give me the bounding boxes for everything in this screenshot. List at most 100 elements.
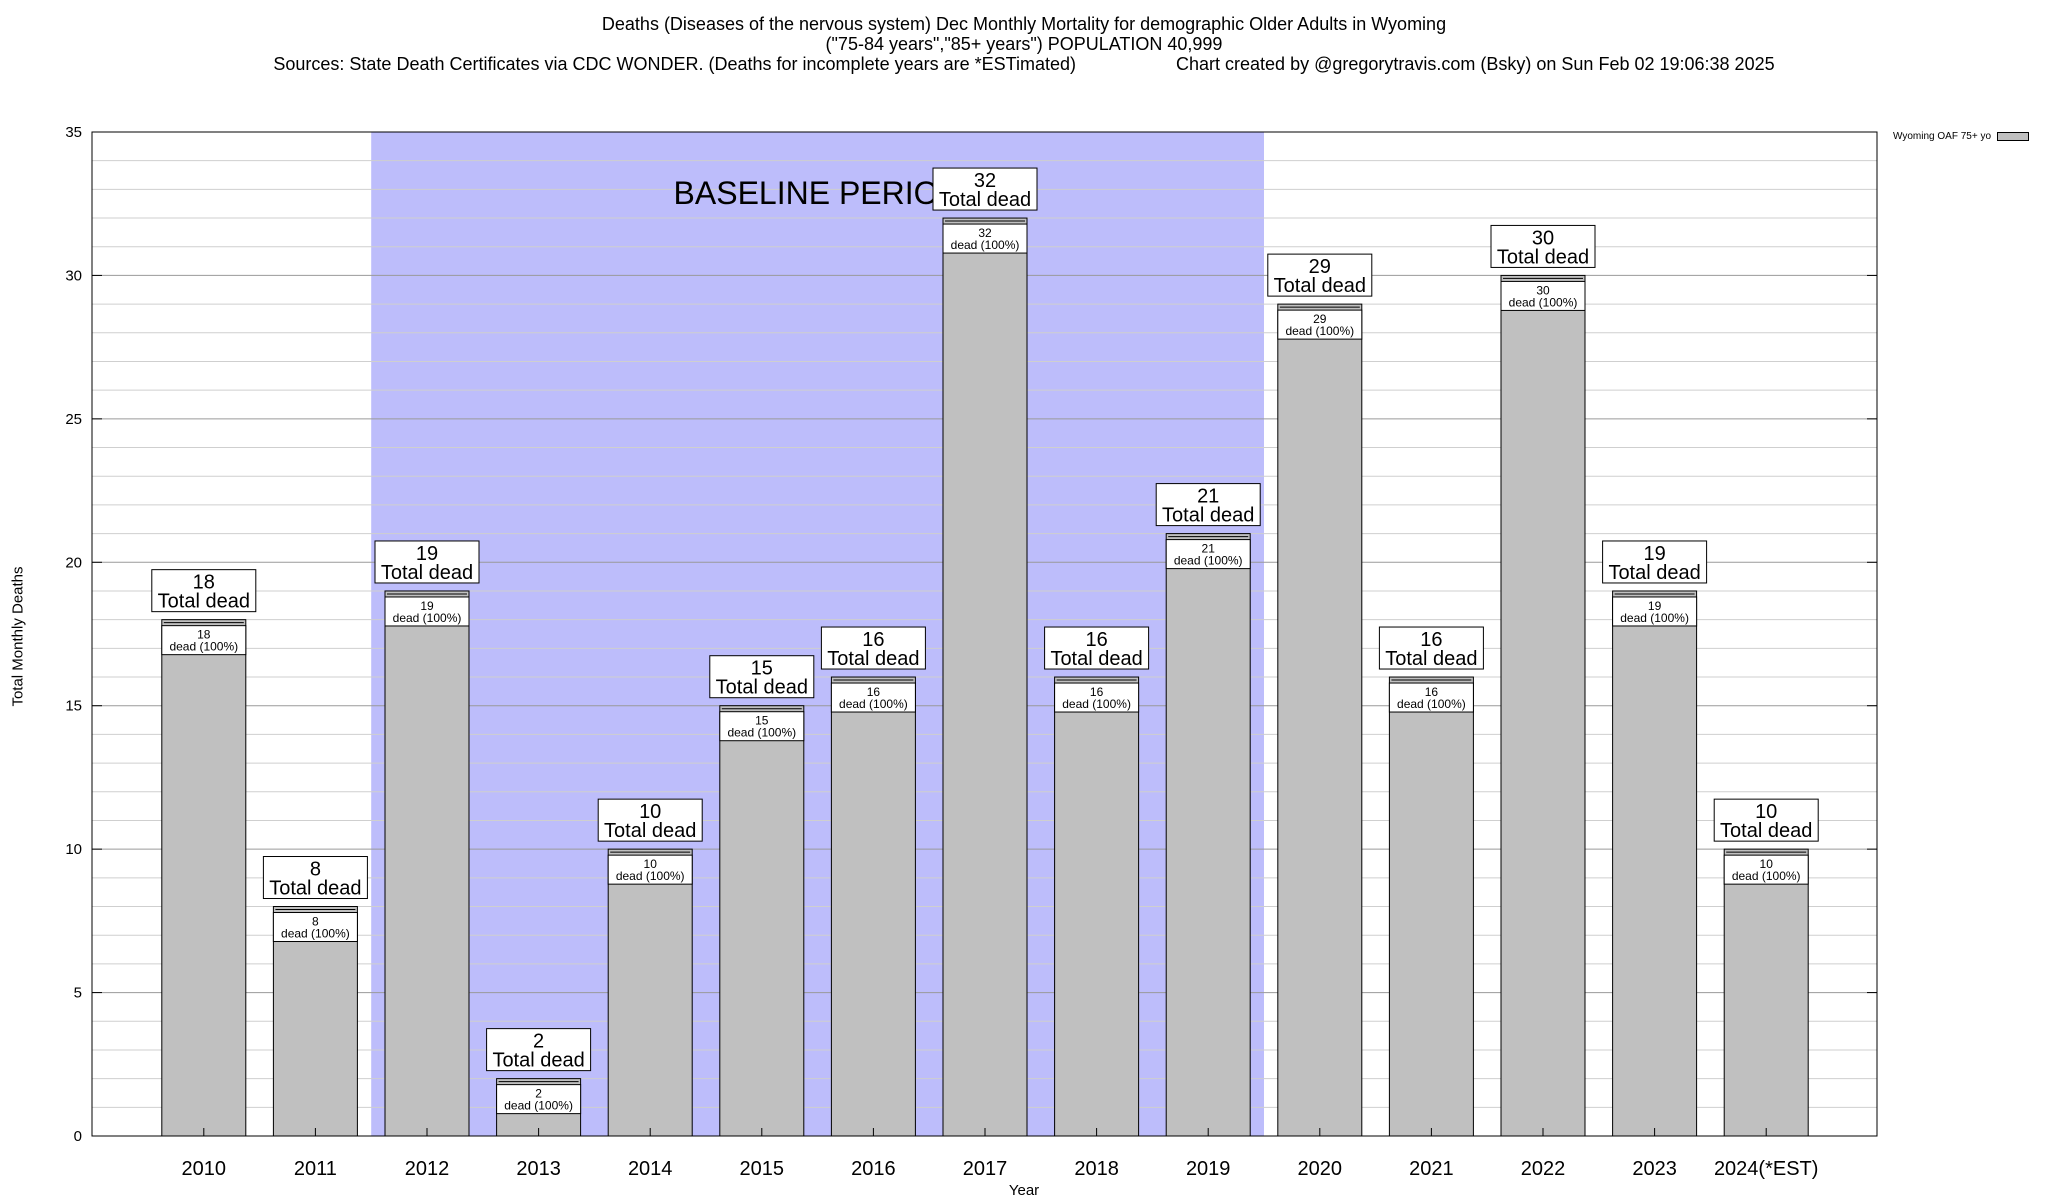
- total-value-label: 8: [310, 859, 321, 881]
- y-tick-label: 0: [74, 1128, 82, 1145]
- total-label-box: [486, 1028, 592, 1072]
- x-tick-label: 2015: [740, 1158, 785, 1180]
- total-dead-label: Total dead: [604, 820, 696, 842]
- inner-percent-label: dead (100%): [169, 640, 238, 654]
- bar: [272, 906, 358, 1137]
- total-label-box: [1267, 253, 1373, 297]
- inner-percent-label: dead (100%): [727, 726, 796, 740]
- bar: [384, 590, 470, 1137]
- x-tick-label: 2014: [628, 1158, 673, 1180]
- bar: [1723, 848, 1809, 1137]
- chart-subtitle: ("75-84 years","85+ years") POPULATION 4…: [825, 34, 1223, 54]
- x-tick-label: 2011: [294, 1158, 337, 1180]
- total-label-box: [1378, 626, 1484, 670]
- inner-label-box: [1388, 682, 1474, 713]
- inner-percent-label: dead (100%): [1620, 611, 1689, 625]
- x-tick-label: 2017: [963, 1158, 1008, 1180]
- total-value-label: 15: [751, 658, 773, 680]
- inner-value-label: 16: [867, 685, 881, 699]
- inner-value-label: 8: [312, 915, 319, 929]
- inner-value-label: 19: [420, 599, 434, 613]
- total-label-box: [597, 798, 703, 842]
- total-dead-label: Total dead: [1385, 648, 1477, 670]
- x-tick-label: 2018: [1074, 1158, 1119, 1180]
- chart-sources: Sources: State Death Certificates via CD…: [273, 54, 1076, 74]
- inner-value-label: 18: [197, 628, 211, 642]
- x-tick-label: 2019: [1186, 1158, 1231, 1180]
- total-dead-label: Total dead: [381, 562, 473, 584]
- y-tick-label: 15: [65, 698, 82, 715]
- y-tick-label: 10: [65, 841, 82, 858]
- total-label-box: [1044, 626, 1150, 670]
- inner-value-label: 21: [1202, 542, 1216, 556]
- inner-percent-label: dead (100%): [393, 611, 462, 625]
- total-label-box: [709, 655, 815, 699]
- chart-source-line: Sources: State Death Certificates via CD…: [0, 54, 2048, 74]
- total-label-box: [1602, 540, 1708, 584]
- inner-value-label: 15: [755, 714, 769, 728]
- bar: [1277, 303, 1363, 1137]
- inner-value-label: 32: [978, 226, 992, 240]
- total-value-label: 18: [193, 572, 215, 594]
- total-label-box: [1155, 483, 1261, 527]
- inner-label-box: [607, 854, 693, 885]
- legend-label: Wyoming OAF 75+ yo: [1893, 131, 1992, 142]
- total-dead-label: Total dead: [492, 1050, 584, 1072]
- total-dead-label: Total dead: [939, 189, 1031, 211]
- inner-label-box: [1612, 596, 1698, 627]
- inner-percent-label: dead (100%): [504, 1099, 573, 1113]
- total-value-label: 32: [974, 170, 996, 192]
- y-tick-label: 30: [65, 267, 82, 284]
- inner-value-label: 16: [1090, 685, 1104, 699]
- bar: [161, 619, 247, 1137]
- total-dead-label: Total dead: [1497, 246, 1589, 268]
- total-value-label: 21: [1197, 486, 1219, 508]
- total-label-box: [1713, 798, 1819, 842]
- total-dead-label: Total dead: [716, 677, 808, 699]
- baseline-label: BASELINE PERIOD: [674, 175, 962, 211]
- y-tick-label: 5: [74, 985, 82, 1002]
- total-value-label: 30: [1532, 227, 1554, 249]
- total-value-label: 29: [1309, 256, 1331, 278]
- inner-label-box: [1723, 854, 1809, 885]
- bar: [1165, 533, 1251, 1137]
- inner-percent-label: dead (100%): [1285, 324, 1354, 338]
- x-tick-label: 2016: [851, 1158, 896, 1180]
- total-label-box: [374, 540, 480, 584]
- total-label-box: [262, 856, 368, 900]
- total-label-box: [820, 626, 926, 670]
- bar: [1054, 676, 1140, 1137]
- total-label-box: [151, 569, 257, 613]
- total-dead-label: Total dead: [1162, 505, 1254, 527]
- inner-value-label: 16: [1425, 685, 1439, 699]
- inner-label-box: [161, 625, 247, 656]
- inner-value-label: 30: [1536, 283, 1550, 297]
- y-axis-label: Total Monthly Deaths: [9, 566, 27, 707]
- total-dead-label: Total dead: [158, 591, 250, 613]
- total-value-label: 19: [1643, 543, 1665, 565]
- total-dead-label: Total dead: [1720, 820, 1812, 842]
- inner-percent-label: dead (100%): [281, 927, 350, 941]
- inner-value-label: 2: [535, 1087, 542, 1101]
- bar: [942, 217, 1028, 1137]
- total-label-box: [1490, 224, 1596, 268]
- bar: [1500, 274, 1586, 1137]
- x-tick-label: 2012: [405, 1158, 450, 1180]
- bar: [719, 705, 805, 1137]
- total-value-label: 16: [1420, 629, 1442, 651]
- inner-percent-label: dead (100%): [1174, 554, 1243, 568]
- y-tick-label: 25: [65, 411, 82, 428]
- inner-label-box: [1500, 280, 1586, 311]
- legend: Wyoming OAF 75+ yo: [1893, 131, 2030, 142]
- total-dead-label: Total dead: [827, 648, 919, 670]
- inner-label-box: [1277, 309, 1363, 340]
- total-value-label: 2: [533, 1031, 544, 1053]
- inner-label-box: [384, 596, 470, 627]
- x-tick-label: 2023: [1632, 1158, 1677, 1180]
- inner-percent-label: dead (100%): [1397, 697, 1466, 711]
- total-value-label: 10: [639, 801, 661, 823]
- inner-percent-label: dead (100%): [616, 869, 685, 883]
- x-tick-label: 2021: [1409, 1158, 1454, 1180]
- y-tick-label: 20: [65, 554, 82, 571]
